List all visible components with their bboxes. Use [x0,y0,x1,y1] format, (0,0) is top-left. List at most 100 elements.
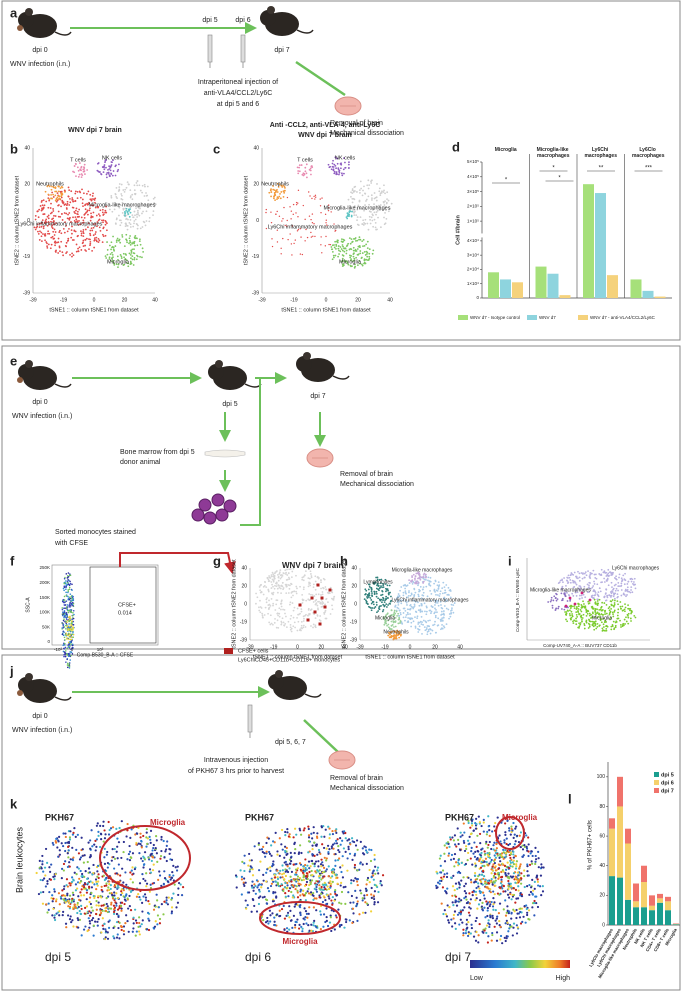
cell-dot [563,592,566,595]
cell-dot [90,212,92,215]
cell-dot [289,206,291,208]
cell-dot [72,636,74,639]
cell-dot [398,631,401,634]
cell-dot [291,254,293,256]
cell-dot [387,589,390,592]
cell-dot [285,846,288,850]
cell-dot [130,889,133,893]
cell-dot [71,199,74,201]
cell-dot [373,890,377,893]
cell-dot [74,230,77,233]
monocyte [211,493,225,507]
cell-dot [53,241,56,244]
cell-dot [320,865,323,868]
cell-dot [151,849,154,852]
cell-dot [365,889,368,893]
cell-dot [153,205,156,208]
cell-dot [68,645,71,647]
cell-dot [267,922,270,925]
cell-dot [337,908,340,911]
monocyte [223,499,237,513]
cell-dot [138,205,141,208]
cell-dot [386,588,389,591]
cell-dot [52,230,55,233]
cell-dot [65,620,67,622]
cell-dot [310,173,312,176]
cell-dot [412,581,415,584]
cell-dot [377,585,380,588]
cell-dot [275,570,278,572]
cell-dot [105,166,107,169]
cell-dot [604,593,607,595]
cell-dot [47,217,50,220]
cell-dot [300,925,303,928]
cell-dot [602,623,605,626]
cell-dot [120,907,123,910]
cell-dot [277,197,280,200]
cell-dot [386,191,389,194]
cell-dot [58,910,61,913]
cell-dot [87,867,91,870]
cell-dot [615,575,617,578]
cell-dot [147,928,151,932]
cell-dot [417,584,419,587]
cell-dot [56,192,59,194]
cell-dot [355,214,358,217]
cell-dot [596,583,599,586]
cell-dot [374,606,377,608]
cell-dot [574,591,577,594]
cell-dot [271,571,274,574]
cell-dot [316,604,319,607]
cell-dot [53,914,56,917]
cell-dot [138,214,141,217]
cell-dot [362,219,365,222]
cell-dot [67,646,70,648]
cell-dot [77,175,80,178]
cell-dot [352,901,355,904]
cell-dot [82,221,85,224]
cell-dot [69,253,71,256]
cell-dot [145,210,148,213]
cell-dot [292,203,295,206]
cell-dot [616,593,619,596]
cell-dot [79,891,82,894]
cell-dot [75,848,78,851]
cell-dot [100,896,103,899]
cell-dot [594,603,597,605]
cell-dot [44,874,47,877]
cell-dot [633,583,635,586]
cell-dot [358,189,361,192]
cell-dot [104,909,108,913]
cell-dot [398,615,401,617]
cell-dot [304,899,307,902]
cell-dot [571,613,574,615]
cell-dot [366,878,369,882]
cell-dot [402,591,405,594]
cell-dot [608,613,611,616]
cell-dot [78,208,81,211]
cell-dot [328,243,330,246]
cell-dot [97,206,99,209]
cell-dot [46,911,49,914]
cell-dot [120,194,123,197]
cell-dot [336,241,339,244]
cell-dot [274,891,277,894]
cell-dot [57,185,60,188]
cell-dot [343,250,346,253]
cell-dot [630,589,632,591]
cell-dot [145,845,148,848]
cell-dot [343,247,345,250]
cell-dot [241,860,244,864]
cell-dot [55,198,58,201]
cell-dot [414,578,416,581]
cell-dot [612,571,614,574]
cell-dot [109,884,112,887]
cell-dot [337,247,340,250]
cell-dot [620,589,623,591]
cell-dot [102,235,105,238]
cell-dot [312,586,315,589]
cell-dot [80,904,83,908]
cell-dot [273,841,276,844]
cell-dot [158,922,162,925]
cell-dot [366,596,368,598]
